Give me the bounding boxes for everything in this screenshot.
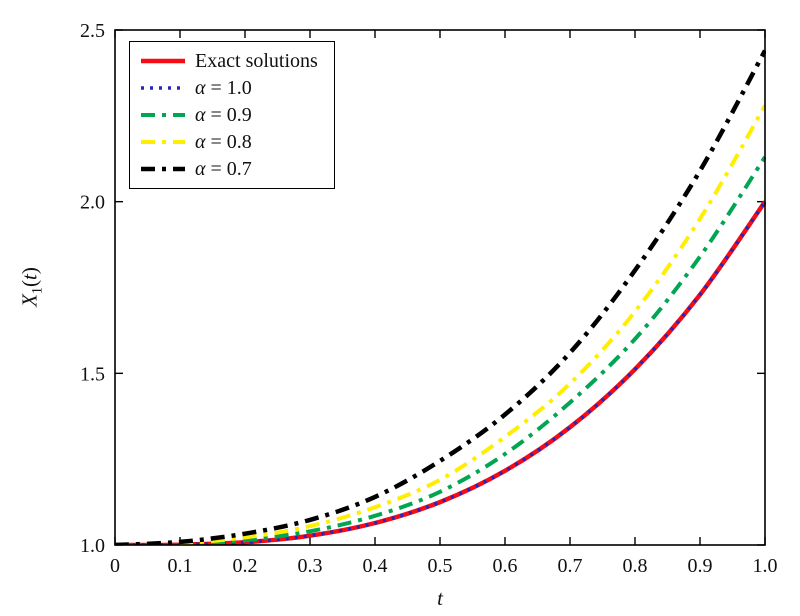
legend-line-sample: [141, 113, 185, 117]
legend-item: α = 0.9: [140, 103, 318, 127]
series-line-2: [114, 155, 766, 545]
series-line-0: [114, 200, 766, 545]
x-tick-label: 0.3: [298, 555, 323, 577]
legend-item: α = 1.0: [140, 76, 318, 100]
legend-item: α = 0.7: [140, 157, 318, 181]
series-line-3: [114, 104, 766, 545]
x-tick-label: 0.1: [168, 555, 193, 577]
y-tick-label: 2.0: [80, 192, 105, 214]
y-tick-label: 1.0: [80, 535, 105, 557]
legend-label: α = 0.8: [195, 130, 252, 153]
legend-item: Exact solutions: [140, 49, 318, 73]
axes-box: [114, 29, 766, 546]
legend: Exact solutions α = 1.0 α = 0.9 α = 0.8 α = …: [129, 41, 335, 189]
legend-line-sample: [141, 58, 185, 64]
legend-label: α = 1.0: [195, 76, 252, 99]
legend-label: α = 0.9: [195, 103, 252, 126]
y-tick-label: 2.5: [80, 20, 105, 42]
x-axis-label: t: [437, 586, 443, 610]
legend-line-sample: [141, 86, 185, 90]
legend-label: Exact solutions: [195, 49, 318, 72]
x-tick-label: 0.6: [493, 555, 518, 577]
x-tick-label: 0.2: [233, 555, 258, 577]
series-line-4: [114, 49, 766, 545]
x-tick-label: 0.4: [363, 555, 388, 577]
x-tick-label: 0.8: [623, 555, 648, 577]
y-axis-label: X1(t): [17, 267, 46, 307]
x-tick-label: 1.0: [753, 555, 778, 577]
legend-line-sample: [141, 166, 185, 172]
legend-line-sample: [141, 140, 185, 144]
x-tick-label: 0.7: [558, 555, 583, 577]
legend-label: α = 0.7: [195, 157, 252, 180]
y-tick-label: 1.5: [80, 363, 105, 385]
x-tick-label: 0.5: [428, 555, 453, 577]
x-tick-label: 0.9: [688, 555, 713, 577]
x-tick-label: 0: [110, 555, 120, 577]
legend-item: α = 0.8: [140, 130, 318, 154]
